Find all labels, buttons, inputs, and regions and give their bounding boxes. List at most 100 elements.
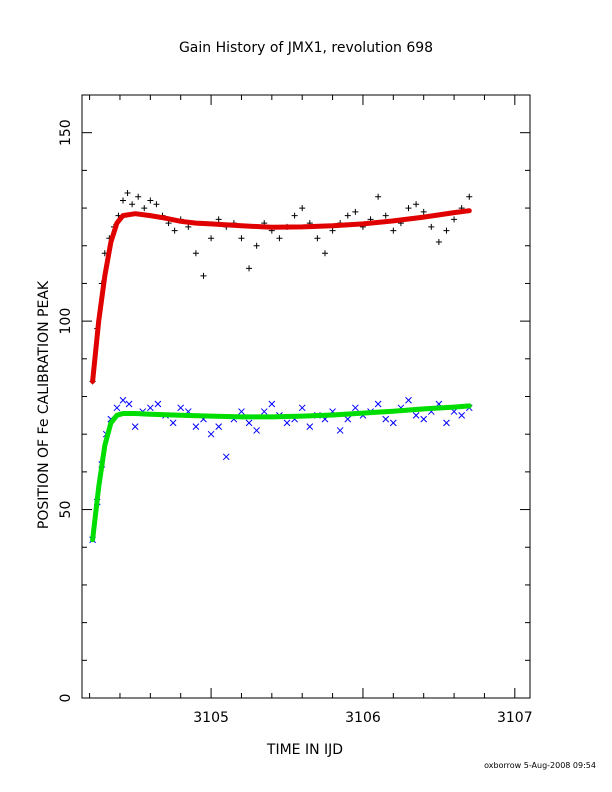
data-point <box>154 400 162 408</box>
data-point <box>222 453 230 461</box>
data-point <box>215 423 223 431</box>
fit-point <box>102 443 107 448</box>
data-point <box>389 419 397 427</box>
fit-point <box>121 213 126 218</box>
data-point <box>283 419 291 427</box>
data-point <box>336 427 344 434</box>
y-tick-label: 0 <box>58 694 74 703</box>
fit-point <box>178 219 183 224</box>
data-point <box>428 223 435 230</box>
data-point <box>135 193 142 200</box>
fit-point <box>148 213 153 218</box>
data-point <box>291 212 298 219</box>
data-point <box>215 216 222 223</box>
data-point <box>119 396 127 404</box>
y-tick-label: 150 <box>58 119 74 146</box>
fit-point <box>467 208 472 213</box>
data-point <box>192 423 200 431</box>
data-point <box>141 205 148 212</box>
data-series <box>89 189 473 544</box>
fit-point <box>300 414 305 419</box>
data-point <box>153 201 160 208</box>
fit-point <box>360 411 365 416</box>
fit-point <box>108 420 113 425</box>
data-point <box>147 197 154 204</box>
y-tick-label: 50 <box>58 501 74 519</box>
plot-frame <box>81 94 531 699</box>
footer-timestamp: oxborrow 5-Aug-2008 09:54 <box>484 761 596 770</box>
fit-point <box>163 216 168 221</box>
data-point <box>238 408 245 415</box>
data-point <box>344 212 351 219</box>
fit-point <box>421 406 426 411</box>
fit-point <box>96 484 101 489</box>
fit-point <box>360 221 365 226</box>
y-axis: 0 50 100 150 <box>58 94 530 703</box>
fit-point <box>102 273 107 278</box>
data-point <box>443 419 450 427</box>
data-point <box>390 227 397 234</box>
data-point <box>435 238 442 245</box>
data-point <box>245 419 253 427</box>
data-point <box>344 415 352 423</box>
data-point <box>208 235 215 242</box>
fit-point <box>452 210 457 215</box>
data-point <box>412 411 420 419</box>
data-point <box>299 205 306 212</box>
fit-point <box>391 218 396 223</box>
fit-curve <box>90 208 472 384</box>
data-point <box>238 235 245 242</box>
series-1 <box>90 208 472 384</box>
data-point <box>146 404 154 412</box>
data-point <box>260 408 268 415</box>
data-point <box>458 411 466 419</box>
x-axis-label: TIME IN IJD <box>266 742 343 758</box>
data-point <box>352 404 359 412</box>
fit-point <box>421 215 426 220</box>
data-point <box>246 265 253 272</box>
fit-point <box>133 211 138 216</box>
data-point <box>420 208 427 215</box>
fit-point <box>193 221 198 226</box>
data-point <box>171 227 178 234</box>
data-point <box>375 193 382 200</box>
y-axis-label: POSITION OF Fe CALIBRATION PEAK <box>36 280 52 529</box>
y-tick-label: 100 <box>58 308 74 335</box>
fit-point <box>209 221 214 226</box>
data-point <box>131 423 139 431</box>
data-point <box>314 235 321 242</box>
x-tick-label: 3106 <box>345 710 381 726</box>
fit-point <box>108 239 113 244</box>
fit-point <box>90 537 95 542</box>
data-point <box>253 242 260 249</box>
data-point <box>466 193 473 200</box>
data-point <box>352 208 359 215</box>
data-point <box>169 419 177 427</box>
data-point <box>321 250 328 257</box>
fit-point <box>300 224 305 229</box>
fit-point <box>121 411 126 416</box>
chart-title: Gain History of JMX1, revolution 698 <box>179 40 433 56</box>
data-point <box>192 250 199 257</box>
data-point <box>268 400 276 408</box>
data-point <box>276 235 283 242</box>
data-point <box>125 400 133 408</box>
fit-point <box>391 409 396 414</box>
data-point <box>374 400 382 408</box>
fit-point <box>239 223 244 228</box>
fit-point <box>269 414 274 419</box>
fit-curve <box>90 403 472 543</box>
fit-point <box>114 413 119 418</box>
fit-point <box>90 379 95 384</box>
data-point <box>329 227 336 234</box>
data-point <box>113 404 121 412</box>
fit-point <box>452 405 457 410</box>
data-point <box>298 404 306 412</box>
fit-point <box>148 412 153 417</box>
data-point <box>306 423 314 431</box>
fit-point <box>209 414 214 419</box>
data-point <box>129 201 136 208</box>
series-3 <box>90 403 472 543</box>
fit-point <box>239 414 244 419</box>
